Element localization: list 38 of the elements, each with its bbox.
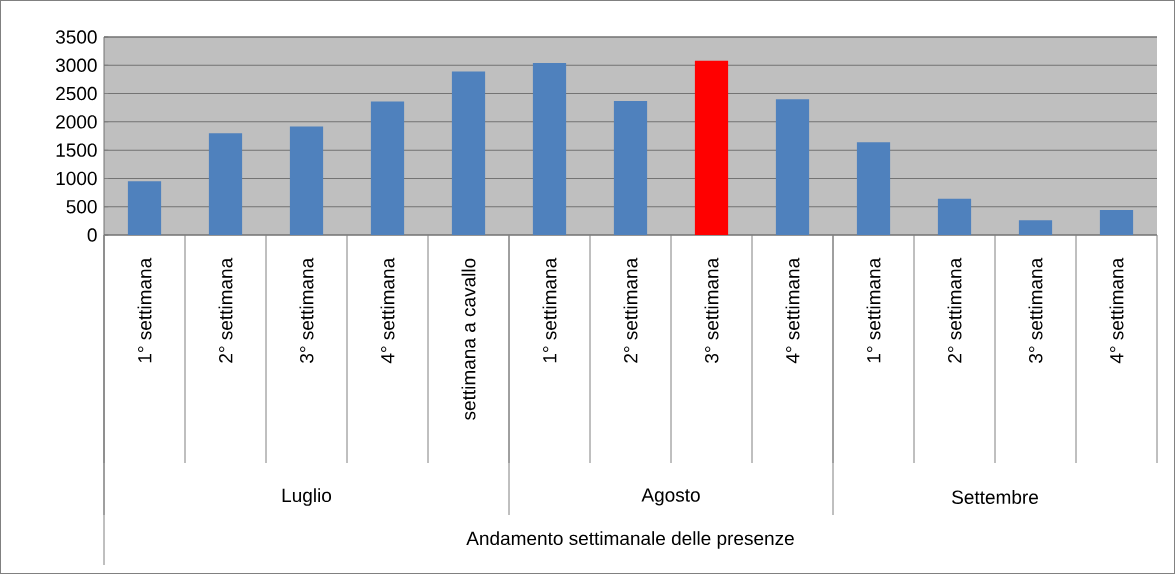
y-tick-label: 2500 — [56, 86, 97, 101]
x-tick-label: 4° settimana — [785, 257, 800, 364]
x-tick-label: 1° settimana — [866, 257, 881, 363]
text: Andamento settimanale delle presenze — [466, 531, 794, 549]
x-tick-label: 2° settimana — [947, 257, 962, 363]
y-tick-label: 500 — [66, 199, 97, 214]
y-tick-label: 1500 — [56, 143, 97, 157]
bar — [289, 126, 324, 235]
y-tick-label: 2000 — [56, 115, 97, 129]
bar — [1018, 220, 1053, 235]
y-tick-label: 1000 — [56, 171, 97, 186]
x-tick-label: settimana a cavallo — [461, 258, 476, 420]
bar — [775, 99, 810, 235]
bar — [532, 63, 567, 235]
text: Settembre — [952, 490, 1038, 504]
x-tick-label: 3° settimana — [299, 257, 314, 363]
x-tick-label: 4° settimana — [1109, 257, 1124, 364]
y-tick-label: 0 — [87, 228, 97, 242]
bar — [451, 71, 486, 235]
x-tick-label: 1° settimana — [542, 257, 557, 363]
y-tick-label: 3500 — [55, 30, 97, 44]
bar — [1099, 210, 1134, 235]
bar — [127, 181, 162, 235]
y-tick-label: 3000 — [55, 58, 97, 73]
bar — [856, 142, 891, 235]
bar — [613, 100, 648, 235]
bar — [208, 133, 243, 235]
bar — [370, 101, 405, 235]
x-tick-label: 2° settimana — [623, 257, 638, 363]
x-tick-label: 4° settimana — [380, 257, 395, 364]
bar — [694, 60, 729, 235]
x-tick-label: 3° settimana — [704, 257, 719, 363]
text: Agosto — [641, 488, 700, 506]
bar — [937, 198, 972, 235]
x-tick-label: 3° settimana — [1028, 257, 1043, 363]
text: Luglio — [282, 488, 332, 506]
x-tick-label: 2° settimana — [218, 257, 233, 363]
x-tick-label: 1° settimana — [137, 257, 152, 363]
